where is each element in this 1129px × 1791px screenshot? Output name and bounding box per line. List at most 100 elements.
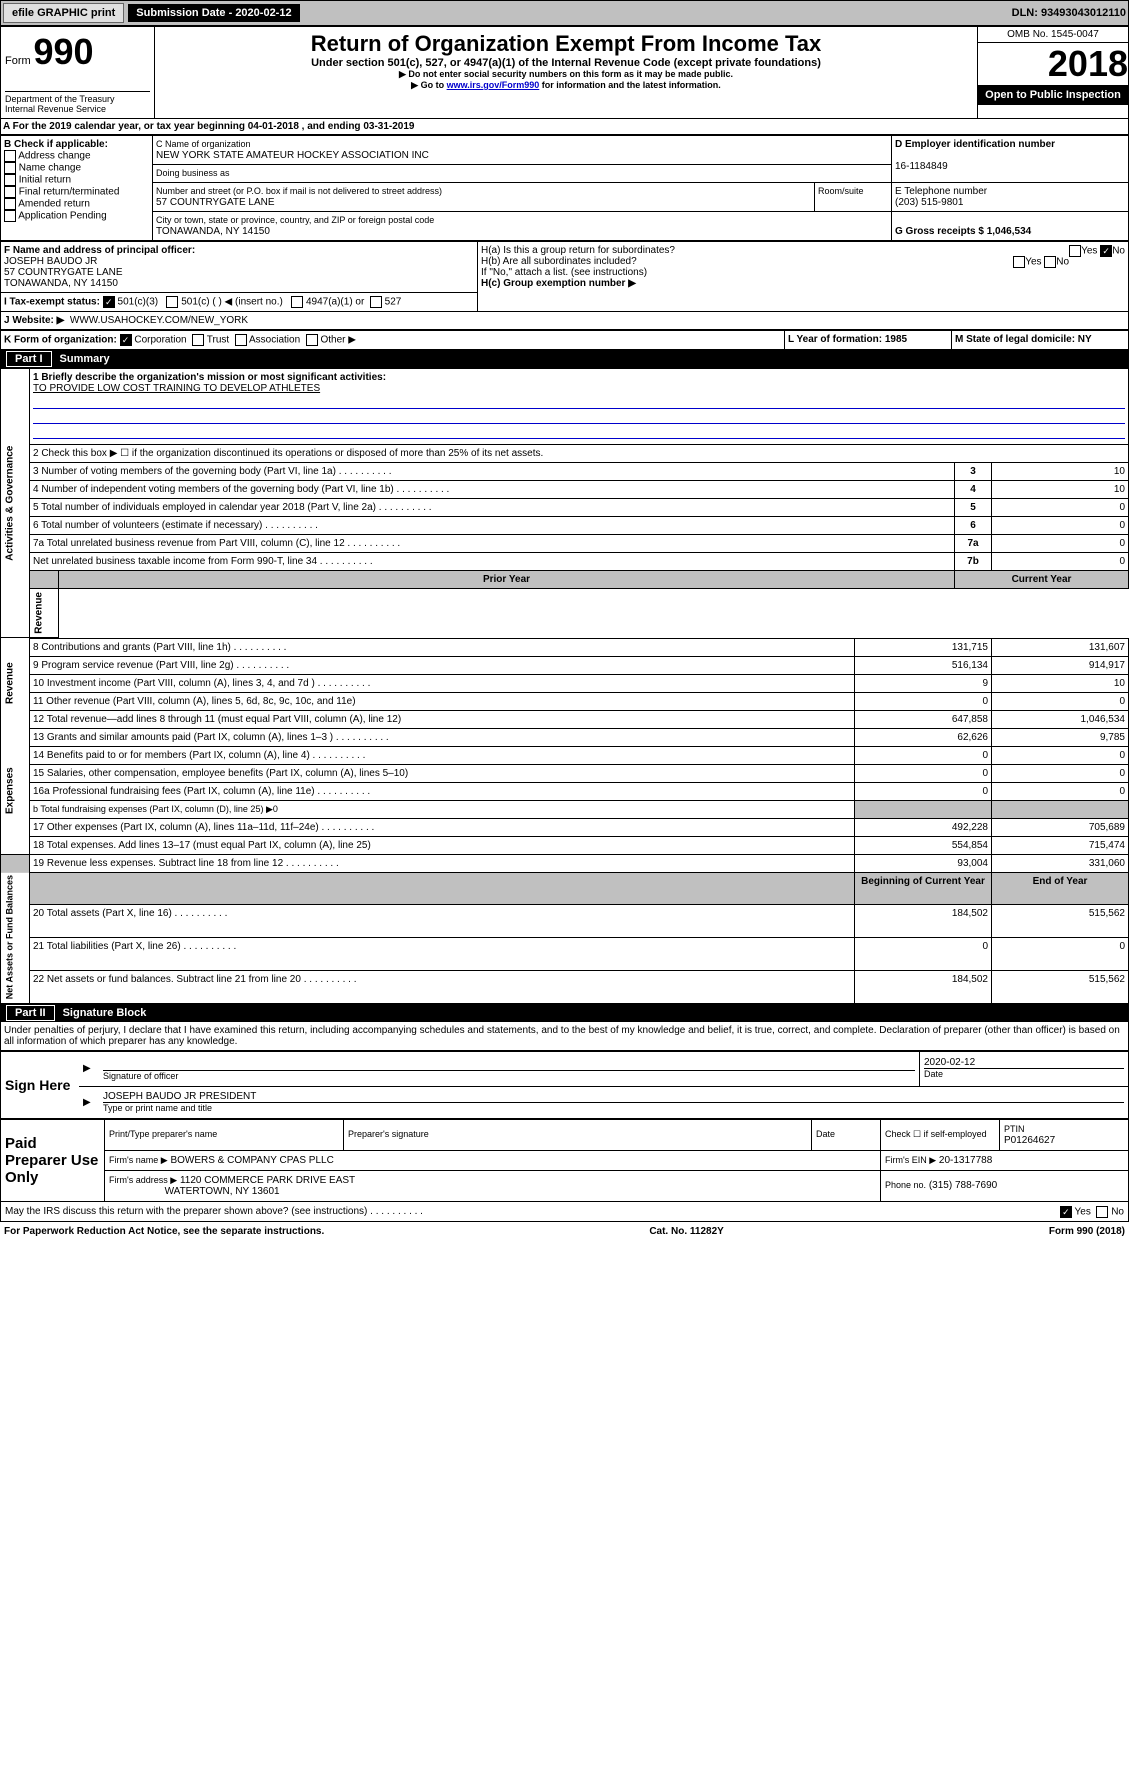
n6: 6: [955, 517, 992, 535]
v22e: 515,562: [992, 971, 1129, 1004]
officer-city: TONAWANDA, NY 14150: [4, 278, 118, 289]
l9: 9 Program service revenue (Part VIII, li…: [30, 656, 855, 674]
l5: 5 Total number of individuals employed i…: [30, 499, 955, 517]
paid-hdr: Paid Preparer Use Only: [1, 1119, 105, 1201]
l10: 10 Investment income (Part VIII, column …: [30, 674, 855, 692]
l4: 4 Number of independent voting members o…: [30, 481, 955, 499]
b-4: Final return/terminated: [19, 187, 120, 198]
l18: 18 Total expenses. Add lines 13–17 (must…: [30, 836, 855, 854]
firm-lbl: Firm's name ▶: [109, 1155, 168, 1165]
v14p: 0: [855, 746, 992, 764]
sec-rev: Revenue: [30, 589, 59, 638]
omb: OMB No. 1545-0047: [978, 27, 1128, 43]
website[interactable]: WWW.USAHOCKEY.COM/NEW_YORK: [70, 315, 248, 326]
v20b: 184,502: [855, 905, 992, 938]
sec-exp: Expenses: [1, 728, 30, 854]
submission-date: Submission Date - 2020-02-12: [128, 4, 299, 22]
v12c: 1,046,534: [992, 710, 1129, 728]
form-label: Form: [5, 55, 31, 67]
prep-sig-lbl: Preparer's signature: [348, 1129, 429, 1139]
v21b: 0: [855, 938, 992, 971]
ph-lbl: Phone no.: [885, 1180, 926, 1190]
l12: 12 Total revenue—add lines 8 through 11 …: [30, 710, 855, 728]
firm-phone: (315) 788-7690: [929, 1180, 997, 1191]
k-trust: Trust: [207, 335, 229, 346]
part2-title: Signature Block: [63, 1007, 147, 1019]
blank2: [30, 872, 855, 905]
sub1: Under section 501(c), 527, or 4947(a)(1)…: [159, 57, 973, 69]
k-lbl: K Form of organization:: [4, 335, 117, 346]
may-discuss: May the IRS discuss this return with the…: [0, 1202, 1129, 1222]
part1-title: Summary: [60, 353, 110, 365]
may-txt: May the IRS discuss this return with the…: [5, 1206, 423, 1217]
date-lbl: Date: [924, 1069, 943, 1079]
g-lbl: G Gross receipts $ 1,046,534: [895, 226, 1031, 237]
c-lbl: C Name of organization: [156, 139, 251, 149]
b-2: Name change: [19, 163, 81, 174]
v7b: 0: [992, 553, 1129, 571]
v8p: 131,715: [855, 638, 992, 656]
sec-gov: Activities & Governance: [1, 369, 30, 638]
sig-lbl: Signature of officer: [103, 1071, 178, 1081]
ha: H(a) Is this a group return for subordin…: [481, 245, 675, 256]
v4: 10: [992, 481, 1129, 499]
part1-hdr: Part ISummary: [0, 350, 1129, 368]
l8: 8 Contributions and grants (Part VIII, l…: [30, 638, 855, 656]
v11p: 0: [855, 692, 992, 710]
n5: 5: [955, 499, 992, 517]
e-lbl: E Telephone number: [895, 186, 987, 197]
v19p: 93,004: [855, 854, 992, 872]
sig-date: 2020-02-12: [924, 1057, 975, 1068]
form-number: 990: [33, 31, 93, 72]
sub2: ▶ Do not enter social security numbers o…: [159, 69, 973, 80]
ptin-lbl: PTIN: [1004, 1124, 1025, 1134]
d-lbl: D Employer identification number: [895, 139, 1055, 150]
may-yes: Yes: [1075, 1207, 1091, 1218]
hb-no: No: [1056, 257, 1069, 268]
blank: [30, 571, 59, 589]
l20: 20 Total assets (Part X, line 16): [30, 905, 855, 938]
dln: DLN: 93493043012110: [1012, 7, 1126, 19]
v13c: 9,785: [992, 728, 1129, 746]
l1: 1 Briefly describe the organization's mi…: [33, 372, 386, 383]
room-lbl: Room/suite: [818, 186, 864, 196]
k-l-m: K Form of organization: ✓ Corporation Tr…: [0, 330, 1129, 350]
footer: For Paperwork Reduction Act Notice, see …: [0, 1222, 1129, 1241]
col-end: End of Year: [992, 872, 1129, 905]
open-public: Open to Public Inspection: [978, 85, 1128, 105]
n3: 3: [955, 463, 992, 481]
col-curr: Current Year: [955, 571, 1129, 589]
pra: For Paperwork Reduction Act Notice, see …: [4, 1226, 324, 1237]
officer-name: JOSEPH BAUDO JR: [4, 256, 97, 267]
firm-addr-lbl: Firm's address ▶: [109, 1175, 177, 1185]
l2: 2 Check this box ▶ ☐ if the organization…: [30, 445, 1129, 463]
v18p: 554,854: [855, 836, 992, 854]
b-6: Application Pending: [18, 211, 106, 222]
j-lbl: J Website: ▶: [4, 315, 64, 326]
form-foot: Form 990 (2018): [1049, 1226, 1125, 1237]
firm-city: WATERTOWN, NY 13601: [165, 1186, 280, 1197]
m-lbl: M State of legal domicile: NY: [955, 334, 1092, 345]
v15c: 0: [992, 764, 1129, 782]
l21: 21 Total liabilities (Part X, line 26): [30, 938, 855, 971]
v20e: 515,562: [992, 905, 1129, 938]
l7a: 7a Total unrelated business revenue from…: [30, 535, 955, 553]
l16a: 16a Professional fundraising fees (Part …: [30, 782, 855, 800]
v12p: 647,858: [855, 710, 992, 728]
part2-label: Part II: [6, 1005, 55, 1021]
hc: H(c) Group exemption number ▶: [481, 278, 636, 289]
v17c: 705,689: [992, 818, 1129, 836]
perjury: Under penalties of perjury, I declare th…: [0, 1022, 1129, 1051]
i-4947: 4947(a)(1) or: [306, 297, 364, 308]
l1v: TO PROVIDE LOW COST TRAINING TO DEVELOP …: [33, 383, 320, 394]
form-header: Form 990 Department of the Treasury Inte…: [0, 26, 1129, 119]
b-3: Initial return: [19, 175, 71, 186]
l13: 13 Grants and similar amounts paid (Part…: [30, 728, 855, 746]
efile-btn[interactable]: efile GRAPHIC print: [3, 3, 124, 23]
k-assoc: Association: [249, 335, 300, 346]
v5: 0: [992, 499, 1129, 517]
phone: (203) 515-9801: [895, 197, 963, 208]
city: TONAWANDA, NY 14150: [156, 226, 270, 237]
v15p: 0: [855, 764, 992, 782]
v22b: 184,502: [855, 971, 992, 1004]
